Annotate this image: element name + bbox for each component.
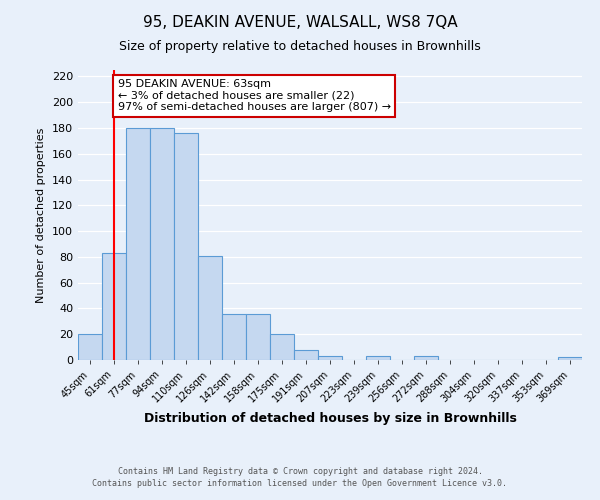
Bar xyxy=(294,350,318,360)
Bar xyxy=(366,356,390,360)
Bar xyxy=(102,253,126,360)
Text: 95, DEAKIN AVENUE, WALSALL, WS8 7QA: 95, DEAKIN AVENUE, WALSALL, WS8 7QA xyxy=(143,15,457,30)
Bar xyxy=(198,256,222,360)
Bar xyxy=(78,334,102,360)
Bar xyxy=(246,314,270,360)
Text: Size of property relative to detached houses in Brownhills: Size of property relative to detached ho… xyxy=(119,40,481,53)
Bar xyxy=(222,314,246,360)
X-axis label: Distribution of detached houses by size in Brownhills: Distribution of detached houses by size … xyxy=(143,412,517,426)
Bar xyxy=(174,133,198,360)
Text: 95 DEAKIN AVENUE: 63sqm
← 3% of detached houses are smaller (22)
97% of semi-det: 95 DEAKIN AVENUE: 63sqm ← 3% of detached… xyxy=(118,79,391,112)
Bar xyxy=(150,128,174,360)
Bar xyxy=(558,358,582,360)
Bar xyxy=(270,334,294,360)
Y-axis label: Number of detached properties: Number of detached properties xyxy=(37,128,46,302)
Text: Contains HM Land Registry data © Crown copyright and database right 2024.
Contai: Contains HM Land Registry data © Crown c… xyxy=(92,466,508,487)
Bar xyxy=(414,356,438,360)
Bar xyxy=(318,356,342,360)
Bar xyxy=(126,128,150,360)
